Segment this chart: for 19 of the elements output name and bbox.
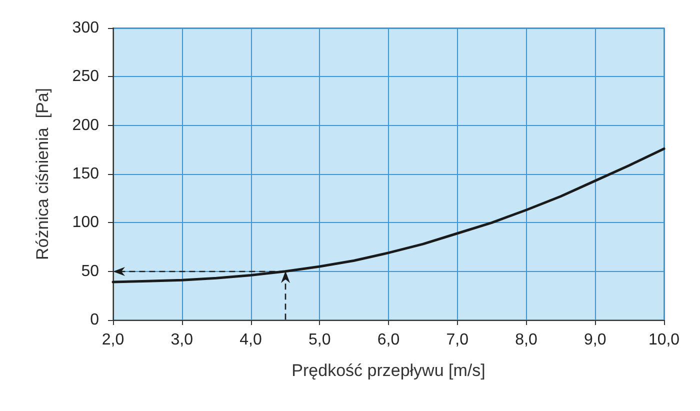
- x-tick-label: 3,0: [170, 332, 194, 348]
- y-tick-label: 250: [72, 68, 100, 86]
- x-tick-label: 4,0: [240, 332, 262, 348]
- y-tick-label: 200: [72, 116, 100, 134]
- line-series: [112, 147, 666, 284]
- y-axis-title: Różnica ciśnienia [Pa]: [33, 88, 52, 260]
- x-tick-label: 5,0: [308, 332, 331, 348]
- x-tick-label: 10,0: [648, 332, 680, 348]
- y-tick-label: 50: [81, 262, 100, 280]
- y-tick-label: 100: [72, 214, 100, 232]
- x-axis-title: Prędkość przepływu [m/s]: [292, 361, 486, 380]
- x-tick-label: 7,0: [446, 332, 469, 348]
- y-tick-label: 300: [72, 20, 100, 36]
- x-tick-label: 2,0: [102, 332, 124, 348]
- x-tick-label: 6,0: [377, 332, 400, 348]
- x-tick-label: 9,0: [584, 332, 606, 348]
- y-tick-label: 150: [72, 166, 100, 182]
- x-tick-label: 8,0: [515, 332, 538, 348]
- y-tick-label: 0: [90, 312, 100, 328]
